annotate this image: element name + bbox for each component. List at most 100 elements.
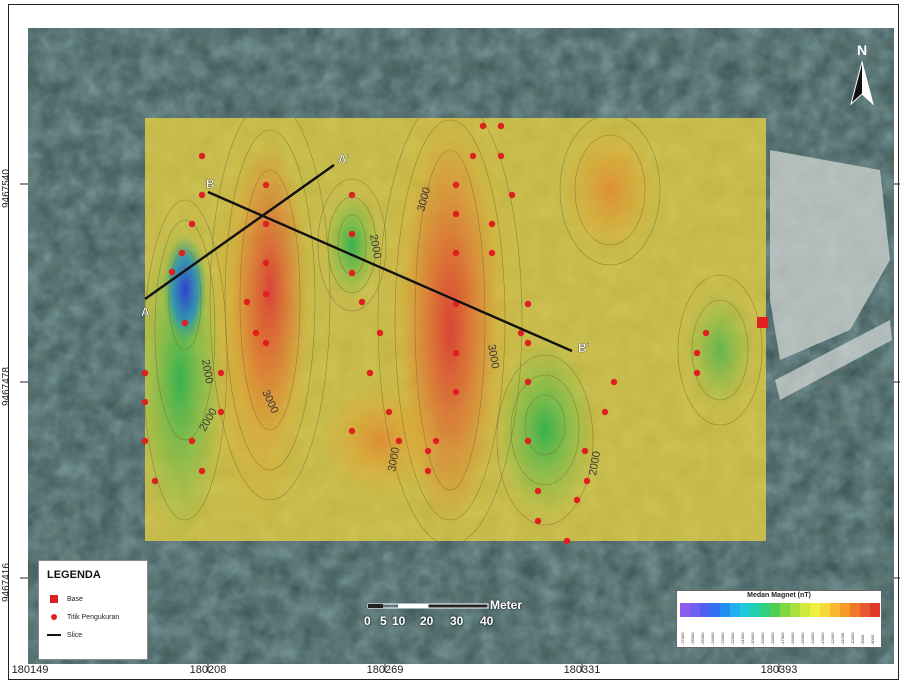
slice-lines xyxy=(144,164,573,353)
measurement-point xyxy=(366,369,374,377)
measurement-point xyxy=(198,191,206,199)
x-tick-label: 180331 xyxy=(563,664,601,676)
legend-label: Base xyxy=(67,595,83,603)
scale-tick-label: 5 xyxy=(380,614,387,628)
measurement-point xyxy=(424,447,432,455)
measurement-point xyxy=(583,477,591,485)
x-tick-label: 180149 xyxy=(11,664,49,676)
colorbar-tick-label: -22000 xyxy=(730,632,735,645)
measurement-point xyxy=(424,467,432,475)
measurement-point xyxy=(534,487,542,495)
measurement-point xyxy=(573,496,581,504)
x-tick-label: 180208 xyxy=(189,664,227,676)
colorbar-swatch xyxy=(870,603,880,617)
measurement-point xyxy=(452,300,460,308)
measurement-point xyxy=(581,447,589,455)
measurement-point xyxy=(262,220,270,228)
colorbar-tick-label: -24000 xyxy=(710,632,715,645)
colorbar-swatch xyxy=(750,603,760,617)
measurement-point xyxy=(385,408,393,416)
measurement-point xyxy=(181,319,189,327)
base-station-marker xyxy=(757,317,768,328)
scale-unit: Meter xyxy=(490,598,523,612)
contour-label: 2000 xyxy=(587,450,603,476)
legend-item-point: Titik Pengukuran xyxy=(47,611,119,623)
colorbar-labels: -27000 -26000 -25000 -24000 -23000 -22000 -210… xyxy=(680,619,880,645)
profile-label-a: A xyxy=(141,305,150,319)
measurement-point xyxy=(178,249,186,257)
legend-label: Slice xyxy=(67,631,83,639)
measurement-points xyxy=(141,122,710,545)
slice-a-a-prime xyxy=(144,164,335,300)
colorbar-swatch xyxy=(700,603,710,617)
measurement-point xyxy=(452,388,460,396)
colorbar-swatch xyxy=(860,603,870,617)
colorbar-tick-label: -23000 xyxy=(720,632,725,645)
colorbar-tick-label: -13000 xyxy=(820,632,825,645)
measurement-point xyxy=(452,210,460,218)
contour-label: 3000 xyxy=(386,446,402,472)
measurement-point xyxy=(517,329,525,337)
colorbar-tick-label: -9000 xyxy=(860,634,865,645)
colorbar-tick-label: -27000 xyxy=(680,632,685,645)
legend-item-slice: Slice xyxy=(47,629,82,641)
point-dot-icon xyxy=(47,614,61,620)
y-tick-label: 9467478 xyxy=(1,367,12,406)
contour-label: 2000 xyxy=(199,358,215,384)
measurement-point xyxy=(693,349,701,357)
measurement-point xyxy=(188,437,196,445)
colorbar-swatch xyxy=(850,603,860,617)
colorbar-tick-label: -25000 xyxy=(700,632,705,645)
measurement-point xyxy=(702,329,710,337)
measurement-point xyxy=(452,181,460,189)
colorbar-tick-label: -20000 xyxy=(750,632,755,645)
measurement-point xyxy=(524,437,532,445)
colorbar-swatch xyxy=(730,603,740,617)
contour-lines xyxy=(145,118,763,541)
measurement-point xyxy=(217,369,225,377)
colorbar-tick-label: -16000 xyxy=(790,632,795,645)
measurement-point xyxy=(141,398,149,406)
colorbar-tick-label: -21000 xyxy=(740,632,745,645)
colorbar-swatch xyxy=(710,603,720,617)
colorbar-tick-label: -10000 xyxy=(850,632,855,645)
scale-tick-label: 0 xyxy=(364,614,371,628)
colorbar-swatch xyxy=(740,603,750,617)
base-square-icon xyxy=(47,595,61,603)
north-arrow-icon xyxy=(850,60,874,106)
measurement-point xyxy=(168,268,176,276)
measurement-point xyxy=(348,230,356,238)
x-tick-label: 180269 xyxy=(366,664,404,676)
colorbar-swatch xyxy=(830,603,840,617)
measurement-point xyxy=(348,191,356,199)
anomaly-overlay xyxy=(145,118,766,541)
profile-label-b-prime: B' xyxy=(578,341,590,355)
measurement-point xyxy=(452,349,460,357)
measurement-point xyxy=(198,467,206,475)
measurement-point xyxy=(488,249,496,257)
colorbar-swatch xyxy=(840,603,850,617)
x-tick-label: 180393 xyxy=(760,664,798,676)
measurement-point xyxy=(601,408,609,416)
colorbar-tick-label: -15000 xyxy=(800,632,805,645)
frame-ticks xyxy=(20,183,900,672)
colorbar-title: Medan Magnet (nT) xyxy=(747,592,811,599)
measurement-point xyxy=(497,122,505,130)
colorbar-tick-label: -11000 xyxy=(840,632,845,645)
profile-labels: A A' B B' xyxy=(141,152,590,355)
measurement-point xyxy=(252,329,260,337)
colorbar-swatch xyxy=(680,603,690,617)
measurement-point xyxy=(432,437,440,445)
measurement-point xyxy=(524,339,532,347)
measurement-point xyxy=(610,378,618,386)
measurement-point xyxy=(563,537,571,545)
colorbar-tick-label: -17000 xyxy=(780,632,785,645)
colorbar-swatch xyxy=(790,603,800,617)
measurement-point xyxy=(348,269,356,277)
measurement-point xyxy=(395,437,403,445)
measurement-point xyxy=(376,329,384,337)
scale-tick-label: 40 xyxy=(480,614,494,628)
measurement-point xyxy=(188,220,196,228)
measurement-point xyxy=(262,259,270,267)
measurement-point xyxy=(348,427,356,435)
